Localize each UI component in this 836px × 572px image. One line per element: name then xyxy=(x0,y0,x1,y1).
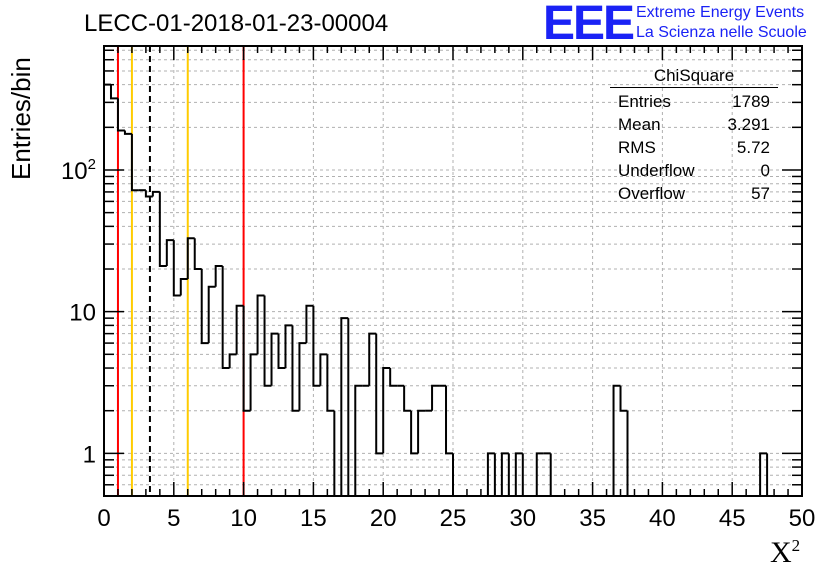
histogram-bin xyxy=(277,333,286,370)
histogram-bin xyxy=(179,278,188,296)
chart-title: LECC-01-2018-01-23-00004 xyxy=(84,10,389,37)
histogram-bin xyxy=(347,318,356,497)
histogram-bin xyxy=(619,385,628,412)
histogram-bin xyxy=(109,84,118,100)
histogram-bin xyxy=(403,385,412,412)
stats-value: 5.72 xyxy=(736,138,770,157)
histogram-bin xyxy=(270,332,279,386)
histogram-bin xyxy=(228,353,237,369)
histogram-bin xyxy=(445,385,453,455)
stats-row-rms: RMS 5.72 xyxy=(610,136,778,159)
x-tick-label: 40 xyxy=(649,505,676,532)
stats-label: Underflow xyxy=(618,161,695,180)
x-tick-label: 15 xyxy=(300,505,327,532)
histogram-bin xyxy=(172,240,181,297)
histogram-bin xyxy=(130,133,139,192)
histogram-bin xyxy=(221,266,230,370)
x-tick-label: 0 xyxy=(97,505,110,532)
histogram-bin xyxy=(486,452,495,496)
x-tick-label: 20 xyxy=(370,505,397,532)
histogram-bin xyxy=(193,238,202,271)
histogram-bin xyxy=(242,305,251,412)
histogram-bin xyxy=(389,368,398,387)
histogram-bin xyxy=(200,269,209,345)
x-tick-label: 50 xyxy=(789,505,816,532)
stats-label: Overflow xyxy=(618,184,686,203)
histogram-bin xyxy=(514,452,523,496)
histogram-bin xyxy=(354,384,363,496)
histogram-bin xyxy=(340,317,349,496)
stats-row-overflow: Overflow 57 xyxy=(610,182,778,205)
tick-labels: 0 5 10 15 20 25 30 35 40 45 50 1 10 102 xyxy=(61,156,815,532)
x-tick-label: 35 xyxy=(579,505,606,532)
stats-value: 57 xyxy=(751,184,770,203)
y-tick-label: 10 xyxy=(69,300,96,327)
stats-label: Entries xyxy=(618,92,671,111)
stats-value: 3.291 xyxy=(727,115,770,134)
histogram-bin xyxy=(165,239,174,267)
stats-box: ChiSquare Entries 1789 Mean 3.291 RMS 5.72 … xyxy=(610,66,778,205)
histogram-bin xyxy=(535,452,544,496)
stats-value: 1789 xyxy=(732,92,770,111)
histogram-bin xyxy=(123,130,132,135)
histogram-bin xyxy=(298,342,307,411)
stats-row-underflow: Underflow 0 xyxy=(610,159,778,182)
stats-label: Mean xyxy=(618,115,661,134)
x-tick-label: 10 xyxy=(230,505,257,532)
reference-lines xyxy=(116,46,245,496)
histogram-bin xyxy=(158,191,167,268)
logo-line-1: Extreme Energy Events xyxy=(636,4,805,21)
histogram-bin xyxy=(759,452,768,496)
histogram-bin xyxy=(144,190,153,198)
y-tick-label: 102 xyxy=(61,156,96,185)
x-axis-label: X2 xyxy=(770,536,800,570)
histogram-bin xyxy=(326,354,335,412)
histogram-bin xyxy=(284,324,293,369)
histogram-bin xyxy=(116,98,125,132)
histogram-bin xyxy=(249,353,258,411)
histogram-bin xyxy=(319,353,328,386)
stats-row-mean: Mean 3.291 xyxy=(610,113,778,136)
x-axis-label-superscript: 2 xyxy=(791,536,801,555)
histogram-bin xyxy=(263,295,272,387)
histogram-bin xyxy=(612,384,621,496)
x-tick-label: 5 xyxy=(167,505,180,532)
histogram-bin xyxy=(417,409,426,454)
logo-line-2: La Scienza nelle Scuole xyxy=(636,24,807,41)
histogram-bin xyxy=(368,332,377,386)
histogram-bin xyxy=(151,190,160,197)
x-tick-label: 25 xyxy=(440,505,467,532)
histogram-bin xyxy=(305,304,314,344)
stats-row-entries: Entries 1789 xyxy=(610,90,778,113)
histogram-bin xyxy=(312,305,321,387)
histogram-bin xyxy=(500,452,509,496)
y-axis-label: Entries/bin xyxy=(6,57,36,180)
histogram-bin xyxy=(186,237,195,280)
histogram-bin xyxy=(235,304,244,355)
x-tick-label: 45 xyxy=(719,505,746,532)
histogram-bin xyxy=(103,83,111,496)
histogram-bin xyxy=(207,285,216,344)
histogram-bin xyxy=(382,367,391,454)
y-tick-label: 1 xyxy=(83,441,96,468)
eee-logo: EEE xyxy=(543,0,635,50)
x-tick-label: 30 xyxy=(509,505,536,532)
histogram-bin xyxy=(410,410,419,455)
stats-value: 0 xyxy=(760,161,770,180)
x-axis-label-base: X xyxy=(770,536,792,569)
histogram-bin xyxy=(375,333,384,455)
histogram-bin xyxy=(431,384,440,411)
histogram-bin xyxy=(291,325,300,412)
stats-name: ChiSquare xyxy=(610,66,778,88)
stats-label: RMS xyxy=(618,138,656,157)
histogram-bin xyxy=(256,294,265,355)
axis-ticks xyxy=(103,46,803,497)
histogram-bin xyxy=(214,265,223,287)
